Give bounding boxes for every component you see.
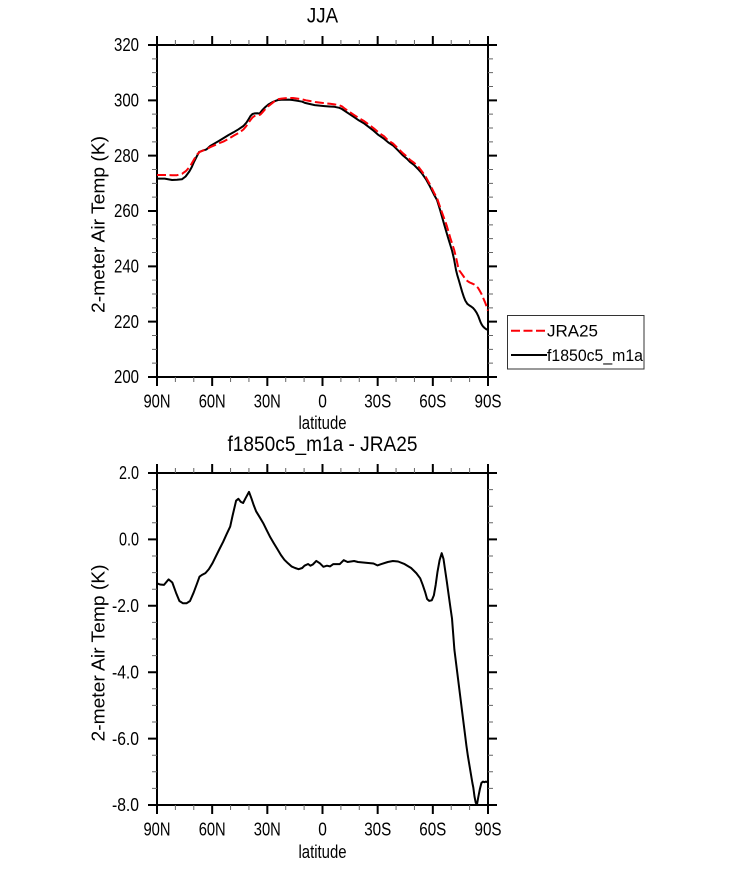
- svg-text:300: 300: [114, 91, 139, 111]
- svg-text:0: 0: [318, 392, 327, 412]
- svg-text:-4.0: -4.0: [112, 662, 139, 682]
- svg-text:60S: 60S: [419, 392, 446, 412]
- svg-text:30S: 30S: [364, 820, 391, 840]
- svg-text:f1850c5_m1a: f1850c5_m1a: [547, 346, 643, 365]
- svg-text:f1850c5_m1a - JRA25: f1850c5_m1a - JRA25: [228, 433, 418, 456]
- svg-text:JRA25: JRA25: [547, 322, 598, 341]
- svg-text:-2.0: -2.0: [112, 596, 139, 616]
- svg-text:30S: 30S: [364, 392, 391, 412]
- svg-text:240: 240: [114, 257, 139, 277]
- svg-text:-6.0: -6.0: [112, 729, 139, 749]
- svg-text:latitude: latitude: [299, 413, 347, 433]
- svg-text:320: 320: [114, 35, 139, 55]
- svg-text:90S: 90S: [475, 820, 502, 840]
- svg-text:0.0: 0.0: [119, 530, 139, 550]
- svg-text:-8.0: -8.0: [112, 795, 139, 815]
- svg-text:260: 260: [114, 201, 139, 221]
- svg-text:60N: 60N: [199, 392, 226, 412]
- svg-text:90S: 90S: [475, 392, 502, 412]
- svg-text:30N: 30N: [254, 820, 281, 840]
- svg-text:90N: 90N: [144, 392, 171, 412]
- svg-text:latitude: latitude: [299, 842, 347, 862]
- svg-text:200: 200: [114, 367, 139, 387]
- svg-text:90N: 90N: [144, 820, 171, 840]
- svg-text:30N: 30N: [254, 392, 281, 412]
- svg-text:2-meter Air Temp (K): 2-meter Air Temp (K): [89, 136, 109, 313]
- svg-text:220: 220: [114, 312, 139, 332]
- svg-text:JJA: JJA: [307, 5, 338, 28]
- svg-text:280: 280: [114, 146, 139, 166]
- svg-text:2-meter Air Temp (K): 2-meter Air Temp (K): [89, 565, 109, 742]
- svg-text:60S: 60S: [419, 820, 446, 840]
- svg-text:0: 0: [318, 820, 327, 840]
- svg-text:2.0: 2.0: [119, 463, 139, 483]
- svg-text:60N: 60N: [199, 820, 226, 840]
